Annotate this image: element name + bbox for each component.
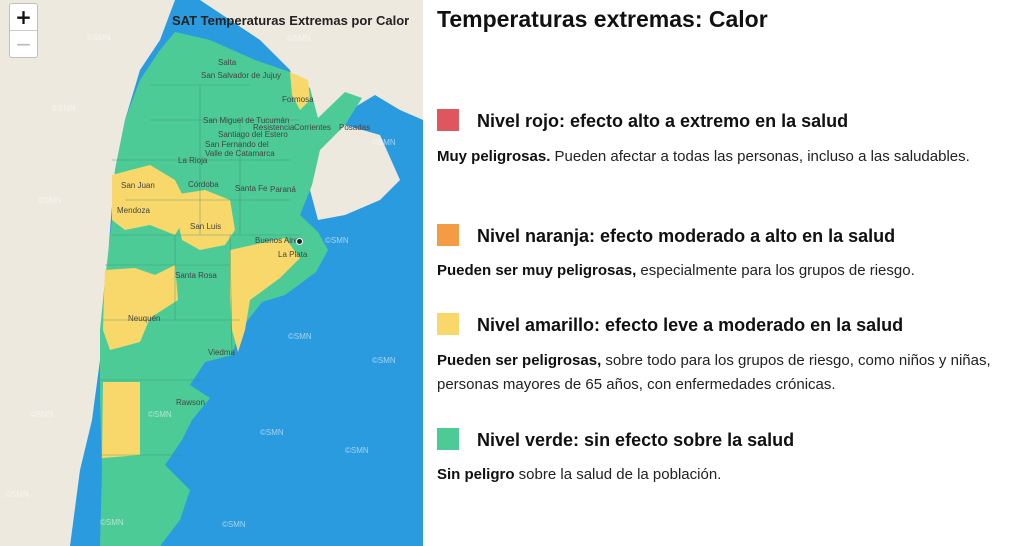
- city-label: La Rioja: [178, 156, 208, 165]
- level-red-bold: Muy peligrosas.: [437, 148, 551, 165]
- watermark: ©SMN: [260, 428, 284, 437]
- neighbor-land: [200, 0, 423, 150]
- level-red-desc: Muy peligrosas. Pueden afectar a todas l…: [437, 145, 1012, 169]
- city-label: Rawson: [176, 398, 205, 407]
- city-label: Buenos Aires: [255, 236, 303, 245]
- level-green-text: sobre la salud de la población.: [514, 466, 722, 483]
- map-title: SAT Temperaturas Extremas por Calor: [172, 13, 410, 28]
- level-orange-bold: Pueden ser muy peligrosas,: [437, 262, 637, 279]
- legend-heading: Temperaturas extremas: Calor: [437, 6, 768, 32]
- city-label: San Fernando del Valle de Catamarca: [205, 140, 275, 158]
- level-yellow-desc: Pueden ser peligrosas, sobre todo para l…: [437, 349, 1012, 397]
- city-label: San Salvador de Jujuy: [201, 71, 282, 80]
- level-orange-text: especialmente para los grupos de riesgo.: [636, 262, 915, 279]
- level-red-title: Nivel rojo: efecto alto a extremo en la …: [477, 111, 849, 131]
- city-label: Santa Rosa: [175, 271, 217, 280]
- watermark: ©SMN: [287, 34, 311, 43]
- watermark: ©SMN: [288, 332, 312, 341]
- city-label: San Miguel de Tucumán: [203, 116, 290, 125]
- watermark: ©SMN: [52, 104, 76, 113]
- city-label: San Juan: [121, 181, 155, 190]
- city-label: Resistencia: [253, 123, 295, 132]
- city-label: Paraná: [270, 185, 296, 194]
- zoom-out-button[interactable]: −: [10, 30, 37, 57]
- city-label: Neuquén: [128, 314, 161, 323]
- level-red-text: Pueden afectar a todas las personas, inc…: [550, 148, 970, 165]
- level-green-bold: Sin peligro: [437, 466, 515, 483]
- city-label: Salta: [218, 58, 237, 67]
- zoom-in-button[interactable]: +: [15, 5, 32, 29]
- level-orange-title: Nivel naranja: efecto moderado a alto en…: [477, 226, 896, 246]
- watermark: ©SMN: [372, 138, 396, 147]
- city-label: La Plata: [278, 250, 308, 259]
- capital-marker: [296, 238, 303, 245]
- city-label: Formosa: [282, 95, 314, 104]
- watermark: ©SMN: [325, 236, 349, 245]
- watermark: ©SMN: [345, 446, 369, 455]
- watermark: ©SMN: [372, 356, 396, 365]
- map-canvas[interactable]: [0, 0, 423, 546]
- watermark: ©SMN: [30, 410, 54, 419]
- zone-yellow: [102, 382, 140, 458]
- level-green-title: Nivel verde: sin efecto sobre la salud: [477, 430, 795, 450]
- city-label: Santiago del Estero: [218, 130, 288, 139]
- zone-yellow: [290, 72, 310, 110]
- zone-yellow: [230, 238, 300, 352]
- level-orange-desc: Pueden ser muy peligrosas, especialmente…: [437, 259, 1012, 283]
- watermark: ©SMN: [38, 196, 62, 205]
- zoom-control: + −: [9, 3, 38, 58]
- swatch-red: [437, 109, 459, 131]
- watermark: ©SMN: [148, 410, 172, 419]
- city-label: Córdoba: [188, 180, 219, 189]
- watermark: ©SMN: [100, 518, 124, 527]
- level-green-desc: Sin peligro sobre la salud de la poblaci…: [437, 463, 1012, 487]
- zone-yellow: [103, 265, 178, 350]
- level-yellow-bold: Pueden ser peligrosas,: [437, 352, 602, 369]
- city-label: Corrientes: [294, 123, 331, 132]
- city-label: Mendoza: [117, 206, 150, 215]
- watermark: ©SMN: [5, 490, 29, 499]
- level-yellow-title: Nivel amarillo: efecto leve a moderado e…: [477, 315, 904, 335]
- watermark: ©SMN: [87, 33, 111, 42]
- city-label: Viedma: [208, 348, 235, 357]
- level-yellow-text: sobre todo para los grupos de riesgo, co…: [437, 352, 991, 393]
- swatch-orange: [437, 224, 459, 246]
- swatch-green: [437, 428, 459, 450]
- map-panel[interactable]: + − SAT Temperaturas Extremas por Calor …: [0, 0, 423, 546]
- city-label: San Luis: [190, 222, 222, 231]
- neighbor-land: [310, 125, 400, 220]
- neighbor-land: [0, 0, 175, 546]
- swatch-yellow: [437, 313, 459, 335]
- city-label: Posadas: [339, 123, 371, 132]
- watermark: ©SMN: [222, 520, 246, 529]
- city-label: Santa Fe: [235, 184, 268, 193]
